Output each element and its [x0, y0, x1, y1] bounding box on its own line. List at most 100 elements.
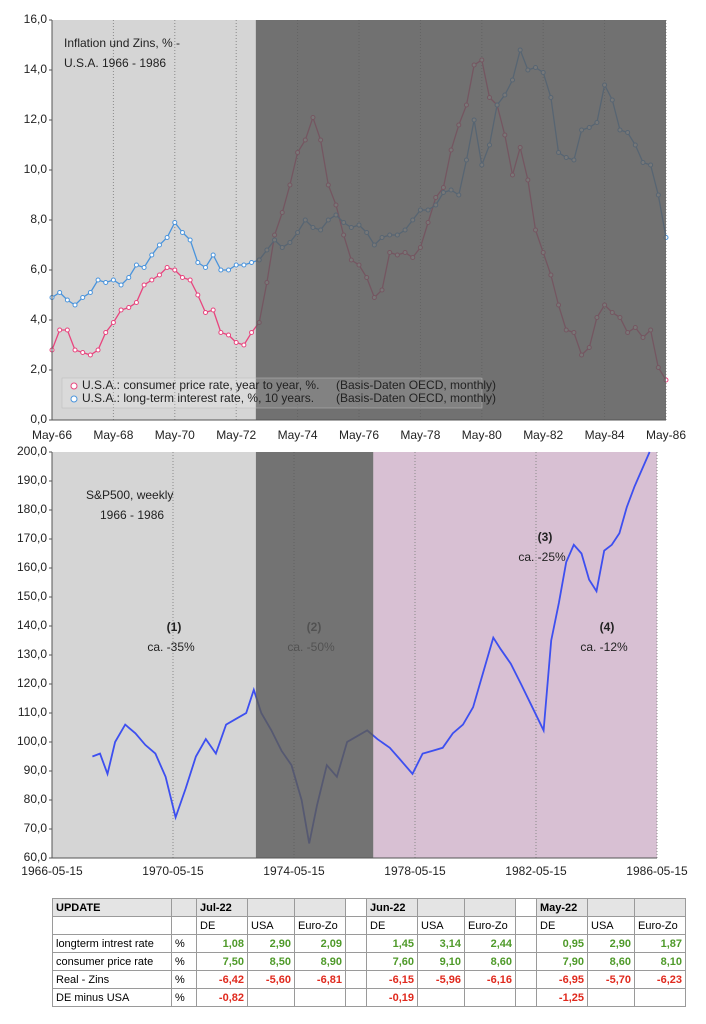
point: [179, 230, 185, 235]
legend-marker: [70, 382, 78, 390]
spacer: [515, 952, 537, 971]
value-cell: -0,19: [366, 988, 418, 1007]
x-tick-label: 1974-05-15: [263, 864, 325, 878]
value-cell: 8,90: [294, 952, 346, 971]
y-tick-label: 130,0: [17, 647, 47, 661]
shade-region: [373, 452, 657, 858]
value-cell: 1,87: [634, 934, 686, 953]
y-tick-label: 180,0: [17, 502, 47, 516]
point: [226, 332, 232, 338]
y-tick-label: 0,0: [30, 412, 47, 426]
value-cell: 7,90: [536, 952, 588, 971]
y-tick-label: 170,0: [17, 531, 47, 545]
point: [95, 277, 101, 283]
legend-label: U.S.A.: consumer price rate, year to yea…: [82, 378, 319, 392]
point: [64, 297, 70, 303]
value-cell: 8,10: [634, 952, 686, 971]
table-row: DE minus USA% -0,82 -0,19 -1,25: [52, 988, 686, 1007]
point: [141, 282, 147, 288]
shade-region: [255, 20, 666, 420]
y-tick-label: 2,0: [30, 362, 47, 376]
value-cell: [587, 988, 635, 1007]
point: [95, 347, 101, 353]
value-cell: 1,45: [366, 934, 418, 953]
chart-title: Inflation und Zins, % -: [64, 36, 180, 50]
point: [226, 267, 232, 273]
point: [103, 280, 109, 285]
value-cell: 3,14: [417, 934, 465, 953]
y-tick-label: 110,0: [18, 705, 47, 719]
column-label: Euro-Zo: [294, 916, 346, 935]
value-cell: 2,09: [294, 934, 346, 953]
annotation-label: (4): [600, 620, 615, 634]
value-cell: 8,60: [587, 952, 635, 971]
point: [187, 237, 193, 243]
value-cell: -6,42: [196, 970, 248, 989]
value-cell: -5,96: [417, 970, 465, 989]
point: [72, 302, 78, 308]
point: [126, 275, 132, 280]
point: [164, 265, 170, 270]
cell: [52, 916, 172, 935]
x-tick-label: May-78: [400, 428, 440, 442]
point: [203, 310, 208, 315]
chart-title: 1966 - 1986: [100, 508, 164, 522]
point: [210, 252, 216, 258]
point: [80, 350, 86, 355]
table-row: DE USA Euro-Zo DE USA Euro-Zo DE USA Euro-Zo: [52, 916, 686, 935]
value-cell: -6,95: [536, 970, 588, 989]
value-cell: -5,70: [587, 970, 635, 989]
annotation-label: (3): [538, 530, 553, 544]
x-tick-label: 1982-05-15: [505, 864, 567, 878]
point: [149, 277, 155, 283]
x-tick-label: May-82: [523, 428, 563, 442]
group-label: Jul-22: [196, 898, 248, 917]
point: [110, 320, 116, 325]
cell: [294, 898, 346, 917]
annotation-text: ca. -35%: [147, 640, 195, 654]
point: [64, 327, 70, 333]
point: [126, 305, 132, 310]
value-cell: -5,60: [247, 970, 295, 989]
legend-note: (Basis-Daten OECD, monthly): [336, 391, 496, 405]
x-tick-label: May-80: [462, 428, 502, 442]
x-tick-label: May-66: [32, 428, 72, 442]
point: [172, 220, 178, 225]
x-tick-label: 1978-05-15: [384, 864, 446, 878]
y-tick-label: 60,0: [24, 850, 48, 864]
spacer: [345, 916, 367, 935]
legend-note: (Basis-Daten OECD, monthly): [336, 378, 496, 392]
point: [87, 352, 93, 358]
x-tick-label: 1986-05-15: [626, 864, 688, 878]
spacer: [345, 988, 367, 1007]
y-tick-label: 90,0: [24, 763, 48, 777]
value-cell: [247, 988, 295, 1007]
table-row: UPDATE Jul-22 Jun-22 May-22: [52, 898, 686, 917]
value-cell: 9,10: [417, 952, 465, 971]
cell: [464, 898, 516, 917]
spacer: [345, 898, 367, 917]
value-cell: 0,95: [536, 934, 588, 953]
legend-box: [61, 377, 483, 409]
value-cell: -1,25: [536, 988, 588, 1007]
y-tick-label: 120,0: [17, 676, 47, 690]
value-cell: 8,50: [247, 952, 295, 971]
row-label: Real - Zins: [52, 970, 172, 989]
point: [80, 295, 86, 300]
point: [172, 267, 178, 273]
column-label: Euro-Zo: [464, 916, 516, 935]
point: [156, 242, 162, 248]
group-label: Jun-22: [366, 898, 418, 917]
value-cell: 8,60: [464, 952, 516, 971]
annotation-label: (1): [167, 620, 182, 634]
row-label: longterm intrest rate: [52, 934, 172, 953]
point: [57, 290, 63, 295]
x-tick-label: 1970-05-15: [142, 864, 204, 878]
table-row: Real - Zins% -6,42 -5,60 -6,81 -6,15 -5,96 -6,…: [52, 970, 686, 989]
cell: [171, 898, 197, 917]
row-label: consumer price rate: [52, 952, 172, 971]
column-label: DE: [196, 916, 248, 935]
y-tick-label: 140,0: [17, 618, 47, 632]
column-label: DE: [536, 916, 588, 935]
row-unit: %: [171, 952, 197, 971]
